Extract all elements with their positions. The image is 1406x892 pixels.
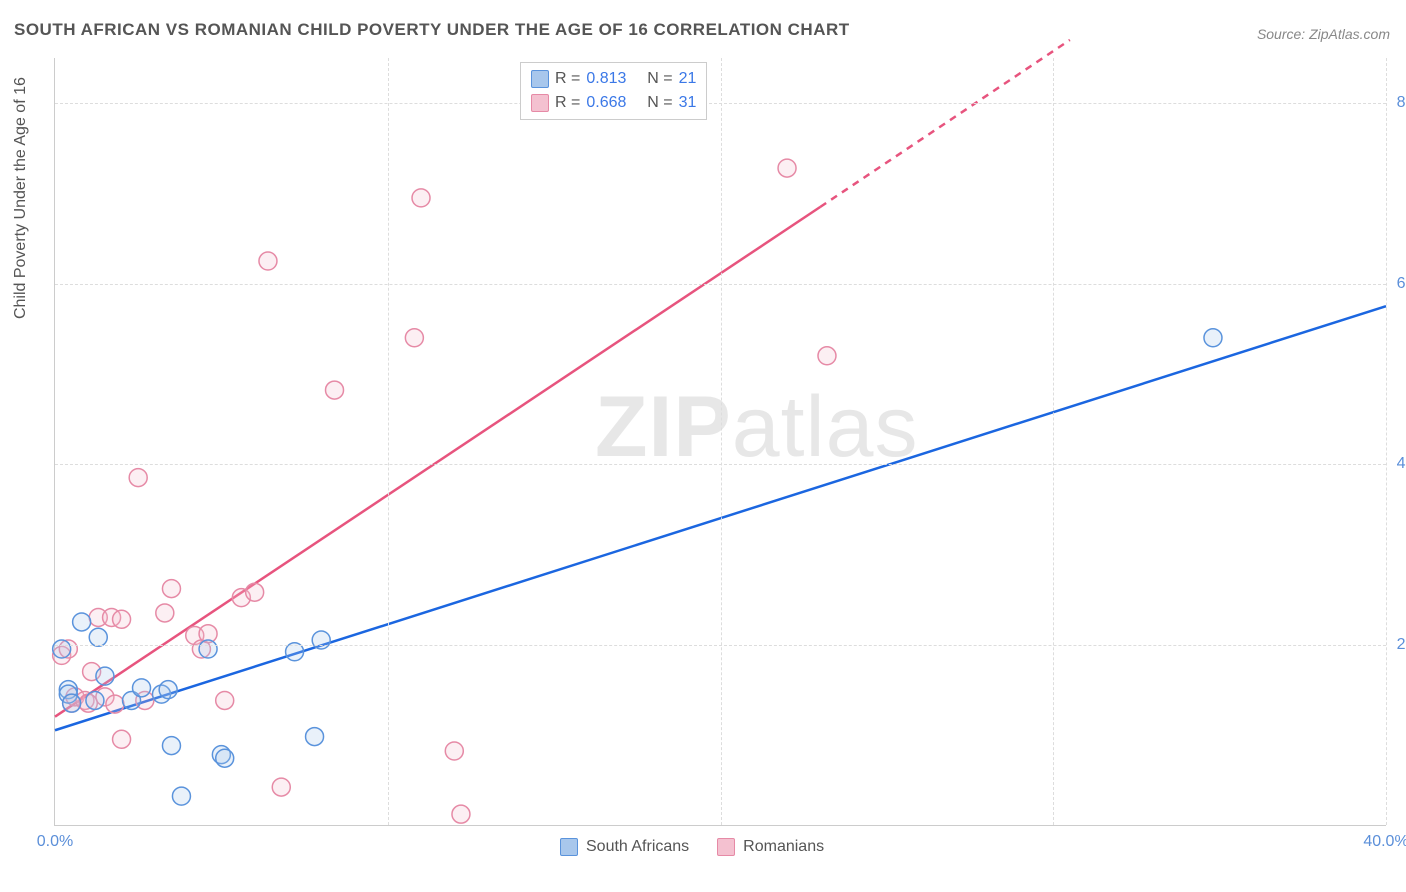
chart-title: SOUTH AFRICAN VS ROMANIAN CHILD POVERTY … — [14, 20, 850, 40]
data-point-south-africans — [172, 787, 190, 805]
source-attribution: Source: ZipAtlas.com — [1257, 26, 1390, 42]
n-label: N = — [647, 94, 672, 112]
data-point-south-africans — [306, 728, 324, 746]
regression-line — [820, 40, 1070, 207]
series-legend: South Africans Romanians — [560, 838, 824, 856]
n-value-ro: 31 — [679, 94, 697, 112]
data-point-romanians — [272, 778, 290, 796]
data-point-romanians — [412, 189, 430, 207]
data-point-romanians — [106, 695, 124, 713]
data-point-romanians — [445, 742, 463, 760]
data-point-south-africans — [53, 640, 71, 658]
swatch-ro — [531, 94, 549, 112]
data-point-romanians — [259, 252, 277, 270]
data-point-romanians — [216, 691, 234, 709]
swatch-sa-bottom — [560, 838, 578, 856]
n-label: N = — [647, 70, 672, 88]
r-value-sa: 0.813 — [586, 70, 626, 88]
data-point-romanians — [113, 730, 131, 748]
data-point-south-africans — [159, 681, 177, 699]
data-point-romanians — [246, 583, 264, 601]
data-point-south-africans — [162, 737, 180, 755]
n-value-sa: 21 — [679, 70, 697, 88]
data-point-romanians — [326, 381, 344, 399]
stats-row-ro: R = 0.668 N = 31 — [531, 91, 696, 115]
legend-label-ro: Romanians — [743, 838, 824, 856]
legend-label-sa: South Africans — [586, 838, 689, 856]
r-value-ro: 0.668 — [586, 94, 626, 112]
swatch-sa — [531, 70, 549, 88]
y-tick-label: 40.0% — [1397, 455, 1406, 473]
data-point-romanians — [452, 805, 470, 823]
stats-legend: R = 0.813 N = 21 R = 0.668 N = 31 — [520, 62, 707, 120]
data-point-romanians — [113, 610, 131, 628]
r-label: R = — [555, 94, 580, 112]
data-point-south-africans — [199, 640, 217, 658]
data-point-south-africans — [73, 613, 91, 631]
swatch-ro-bottom — [717, 838, 735, 856]
x-tick-label: 40.0% — [1363, 833, 1406, 851]
legend-item-sa: South Africans — [560, 838, 689, 856]
y-tick-label: 60.0% — [1397, 275, 1406, 293]
stats-row-sa: R = 0.813 N = 21 — [531, 67, 696, 91]
data-point-romanians — [156, 604, 174, 622]
data-point-romanians — [162, 580, 180, 598]
data-point-south-africans — [1204, 329, 1222, 347]
data-point-south-africans — [312, 631, 330, 649]
data-point-south-africans — [133, 679, 151, 697]
y-tick-label: 80.0% — [1397, 94, 1406, 112]
data-point-romanians — [129, 469, 147, 487]
r-label: R = — [555, 70, 580, 88]
x-tick-label: 0.0% — [37, 833, 73, 851]
data-point-south-africans — [216, 749, 234, 767]
data-point-romanians — [778, 159, 796, 177]
data-point-south-africans — [96, 667, 114, 685]
plot-area: ZIPatlas 20.0%40.0%60.0%80.0%0.0%40.0% — [54, 58, 1386, 826]
data-point-romanians — [405, 329, 423, 347]
data-point-south-africans — [86, 691, 104, 709]
legend-item-ro: Romanians — [717, 838, 824, 856]
data-point-south-africans — [63, 694, 81, 712]
y-tick-label: 20.0% — [1397, 636, 1406, 654]
y-axis-title: Child Poverty Under the Age of 16 — [12, 77, 30, 319]
data-point-romanians — [818, 347, 836, 365]
